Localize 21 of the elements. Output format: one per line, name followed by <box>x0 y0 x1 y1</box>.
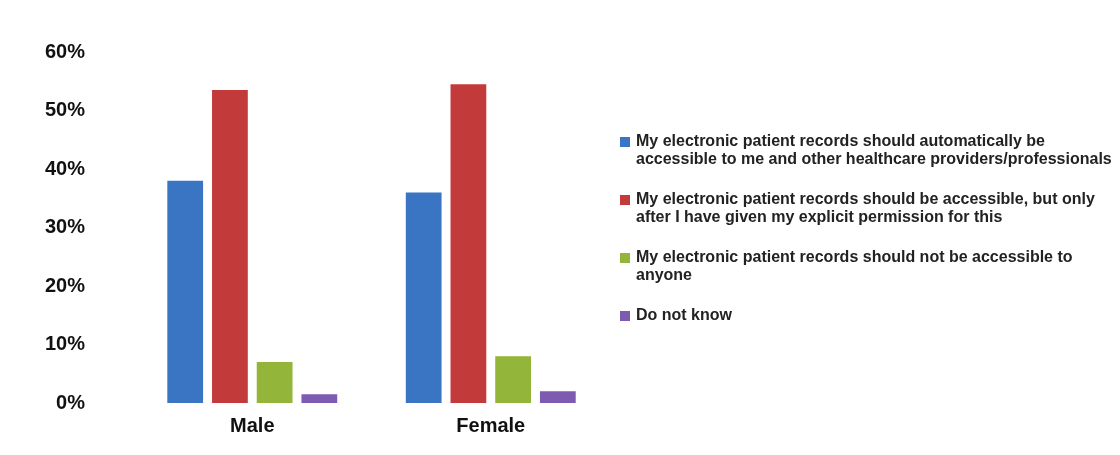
x-tick-label: Male <box>230 413 275 436</box>
bar <box>450 84 487 403</box>
y-tick-label: 20% <box>45 273 86 296</box>
bar <box>301 394 338 403</box>
y-tick-label: 0% <box>56 390 86 413</box>
legend-label: My electronic patient records should not be accessible to anyone <box>636 247 1074 284</box>
bar <box>539 391 576 403</box>
y-tick-label: 60% <box>45 39 86 62</box>
legend-label: My electronic patient records should be accessible, but only after I have given my explicit permission for this <box>636 189 1096 226</box>
y-tick-label: 10% <box>45 332 86 355</box>
bar <box>495 356 531 403</box>
y-tick-label: 50% <box>45 98 86 121</box>
x-tick-label: Female <box>456 413 526 436</box>
bar <box>167 180 204 403</box>
y-tick-label: 40% <box>45 156 86 179</box>
bar <box>405 192 442 403</box>
bar <box>256 362 293 403</box>
bar <box>212 90 248 403</box>
legend-label: My electronic patient records should automatically be accessible to me and other healthcare providers/professionals <box>636 131 1113 168</box>
y-tick-label: 30% <box>45 215 86 238</box>
legend-label: Do not know <box>636 305 732 324</box>
